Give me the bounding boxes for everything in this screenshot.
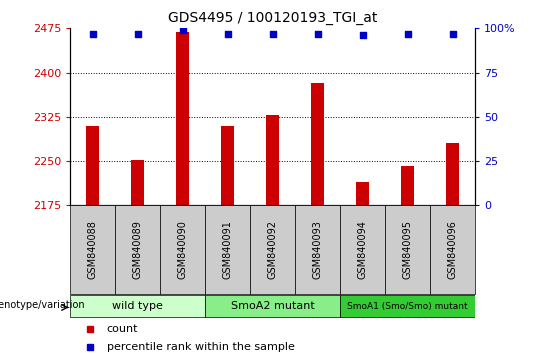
Point [313,31,322,36]
Text: SmoA2 mutant: SmoA2 mutant [231,301,315,311]
Bar [446,143,460,205]
Text: GSM840089: GSM840089 [133,220,143,279]
Point [224,31,232,36]
FancyBboxPatch shape [205,205,250,294]
Bar [86,126,99,205]
Point [178,27,187,33]
Text: SmoA1 (Smo/Smo) mutant: SmoA1 (Smo/Smo) mutant [347,302,468,311]
Bar [221,126,234,205]
Text: GSM840092: GSM840092 [268,220,278,279]
Bar [176,33,190,205]
FancyBboxPatch shape [430,205,475,294]
Bar [266,115,280,205]
FancyBboxPatch shape [295,205,340,294]
FancyBboxPatch shape [250,205,295,294]
Text: genotype/variation: genotype/variation [0,300,85,310]
Text: percentile rank within the sample: percentile rank within the sample [107,342,294,352]
Text: wild type: wild type [112,301,163,311]
Point [448,31,457,36]
FancyBboxPatch shape [70,205,115,294]
Bar [401,166,415,205]
Bar [131,160,145,205]
Bar [356,182,369,205]
FancyBboxPatch shape [385,205,430,294]
Text: GSM840095: GSM840095 [403,220,413,279]
FancyBboxPatch shape [340,295,475,318]
Text: GSM840088: GSM840088 [87,220,98,279]
FancyBboxPatch shape [115,205,160,294]
Text: GSM840094: GSM840094 [357,220,368,279]
Text: GSM840093: GSM840093 [313,220,323,279]
Text: GSM840090: GSM840090 [178,220,188,279]
Point [268,31,277,36]
Title: GDS4495 / 100120193_TGI_at: GDS4495 / 100120193_TGI_at [168,11,377,24]
Point [403,31,412,36]
Bar [311,83,325,205]
Text: GSM840096: GSM840096 [448,220,458,279]
Point [359,33,367,38]
FancyBboxPatch shape [160,205,205,294]
Point [89,31,97,36]
Text: count: count [107,324,138,334]
FancyBboxPatch shape [205,295,340,318]
Point [133,31,142,36]
FancyBboxPatch shape [70,295,205,318]
FancyBboxPatch shape [340,205,385,294]
Text: GSM840091: GSM840091 [222,220,233,279]
